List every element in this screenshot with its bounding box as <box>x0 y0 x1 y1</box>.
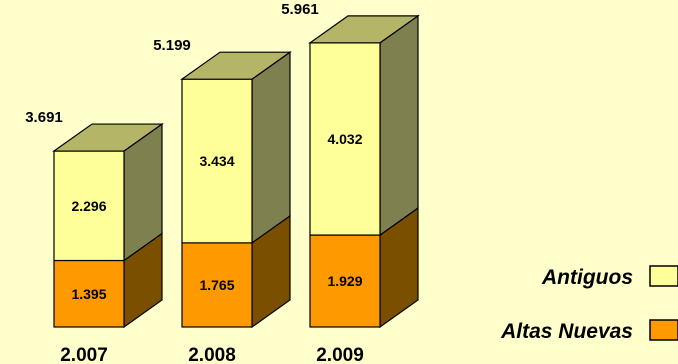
total-label-1: 5.199 <box>153 37 191 54</box>
category-label-2: 2.009 <box>316 345 364 364</box>
bar-top-2 <box>308 15 420 44</box>
legend: Antiguos Altas Nuevas <box>500 265 678 343</box>
legend-swatch-antiguos <box>649 265 678 287</box>
value-label-altas-nuevas-1: 1.765 <box>199 277 234 293</box>
category-label-1: 2.008 <box>188 345 236 364</box>
bars-group <box>52 14 420 329</box>
value-label-antiguos-2: 4.032 <box>327 131 362 147</box>
bar-side-antiguos-2 <box>379 14 419 237</box>
value-label-altas-nuevas-2: 1.929 <box>327 273 362 289</box>
legend-label-antiguos: Antiguos <box>541 266 633 289</box>
labels-group: 1.395 2.296 3.691 2.007 1.765 3.434 5.199 2.008… <box>25 1 364 364</box>
value-label-antiguos-0: 2.296 <box>71 198 106 214</box>
value-label-altas-nuevas-0: 1.395 <box>71 286 106 302</box>
total-label-0: 3.691 <box>25 109 63 126</box>
bar-altas-nuevas-0 <box>53 259 125 328</box>
legend-label-altas-nuevas: Altas Nuevas <box>500 320 633 343</box>
legend-swatch-altas-nuevas <box>649 319 678 341</box>
value-label-antiguos-1: 3.434 <box>199 153 234 169</box>
bar-altas-nuevas-2 <box>309 234 381 328</box>
bar-antiguos-1 <box>181 78 253 244</box>
bar-side-antiguos-1 <box>251 51 291 245</box>
bar-top-0 <box>52 123 164 152</box>
bar-altas-nuevas-1 <box>181 242 253 328</box>
total-label-2: 5.961 <box>281 1 319 18</box>
category-label-0: 2.007 <box>60 345 108 364</box>
bar-antiguos-2 <box>309 42 381 236</box>
bar-top-1 <box>180 51 292 80</box>
